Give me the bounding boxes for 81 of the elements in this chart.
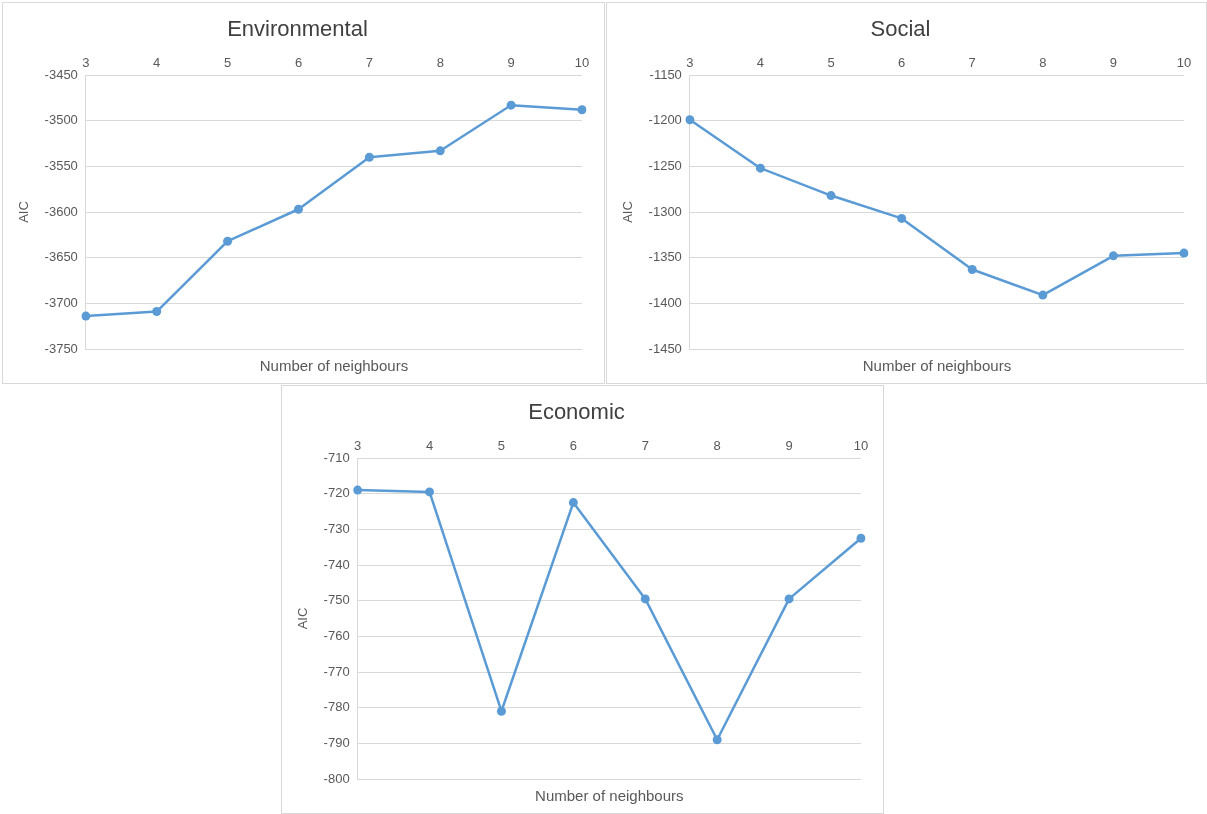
- x-tick-label: 7: [641, 437, 649, 453]
- y-tick-label: -3750: [44, 340, 78, 356]
- x-axis-title: Number of neighbours: [259, 356, 409, 374]
- chart-title: Social: [870, 16, 931, 42]
- y-tick-label: -3450: [44, 66, 78, 82]
- x-tick-label: 7: [968, 54, 976, 70]
- point: [293, 204, 303, 214]
- x-tick-label: 9: [785, 437, 793, 453]
- point: [152, 307, 162, 317]
- point: [577, 105, 587, 115]
- x-tick-label: 3: [686, 54, 694, 70]
- x-tick-label: 4: [756, 54, 765, 70]
- y-tick-label: -730: [323, 520, 350, 536]
- point: [1179, 248, 1189, 258]
- x-tick-label: 5: [223, 54, 232, 70]
- y-tick-label: -750: [323, 592, 350, 608]
- point: [223, 236, 233, 246]
- x-tick-label: 4: [153, 54, 161, 70]
- point: [784, 594, 794, 604]
- x-tick-label: 3: [82, 54, 90, 70]
- point: [712, 735, 722, 745]
- point: [967, 265, 977, 275]
- y-tick-label: -1200: [648, 112, 682, 128]
- point: [755, 163, 765, 173]
- y-tick-label: -800: [323, 770, 350, 786]
- y-tick-label: -1450: [648, 340, 682, 356]
- y-tick-label: -1350: [648, 249, 682, 265]
- point: [364, 152, 374, 162]
- point: [506, 100, 516, 110]
- point: [826, 191, 836, 201]
- x-tick-label: 8: [1039, 54, 1047, 70]
- y-tick-label: -1300: [648, 203, 682, 219]
- y-tick-label: -3550: [44, 157, 78, 173]
- point: [897, 213, 907, 223]
- x-tick-label: 10: [1176, 54, 1192, 70]
- y-tick-label: -710: [323, 449, 350, 465]
- x-axis-title: Number of neighbours: [862, 356, 1012, 374]
- point: [496, 706, 506, 716]
- x-tick-label: 6: [898, 54, 906, 70]
- y-tick-label: -760: [323, 627, 350, 643]
- y-axis-title: AIC: [295, 607, 311, 630]
- chart-title: Environmental: [227, 16, 368, 42]
- point: [1108, 251, 1118, 261]
- y-axis-title: AIC: [620, 201, 636, 223]
- y-tick-label: -3700: [44, 294, 78, 310]
- y-tick-label: -3600: [44, 203, 78, 219]
- x-tick-label: 6: [569, 437, 577, 453]
- x-tick-label: 8: [713, 437, 721, 453]
- point: [435, 146, 445, 156]
- x-tick-label: 9: [1109, 54, 1118, 70]
- y-tick-label: -740: [323, 556, 350, 572]
- x-tick-label: 3: [354, 437, 362, 453]
- y-tick-label: -3650: [44, 249, 78, 265]
- point: [640, 594, 650, 604]
- y-tick-label: -770: [323, 663, 350, 679]
- y-axis-title: AIC: [16, 201, 32, 223]
- x-tick-label: 5: [827, 54, 835, 70]
- x-tick-label: 4: [425, 437, 434, 453]
- y-tick-label: -3500: [44, 112, 78, 128]
- x-tick-label: 9: [507, 54, 515, 70]
- y-tick-label: -790: [323, 734, 350, 750]
- x-tick-label: 5: [497, 437, 506, 453]
- x-tick-label: 10: [853, 437, 869, 453]
- y-tick-label: -1150: [649, 66, 682, 82]
- point: [685, 115, 695, 125]
- y-tick-label: -780: [323, 699, 350, 715]
- x-tick-label: 10: [574, 54, 590, 70]
- point: [81, 311, 91, 321]
- point: [353, 485, 363, 495]
- point: [425, 487, 435, 497]
- x-tick-label: 8: [436, 54, 444, 70]
- point: [1038, 290, 1048, 300]
- y-tick-label: -1400: [648, 294, 682, 310]
- point: [568, 498, 578, 508]
- y-tick-label: -720: [323, 485, 350, 501]
- x-tick-label: 7: [365, 54, 373, 70]
- x-axis-title: Number of neighbours: [535, 786, 684, 804]
- chart-title: Economic: [528, 399, 625, 425]
- x-tick-label: 6: [294, 54, 303, 70]
- y-tick-label: -1250: [648, 157, 682, 173]
- point: [856, 533, 866, 543]
